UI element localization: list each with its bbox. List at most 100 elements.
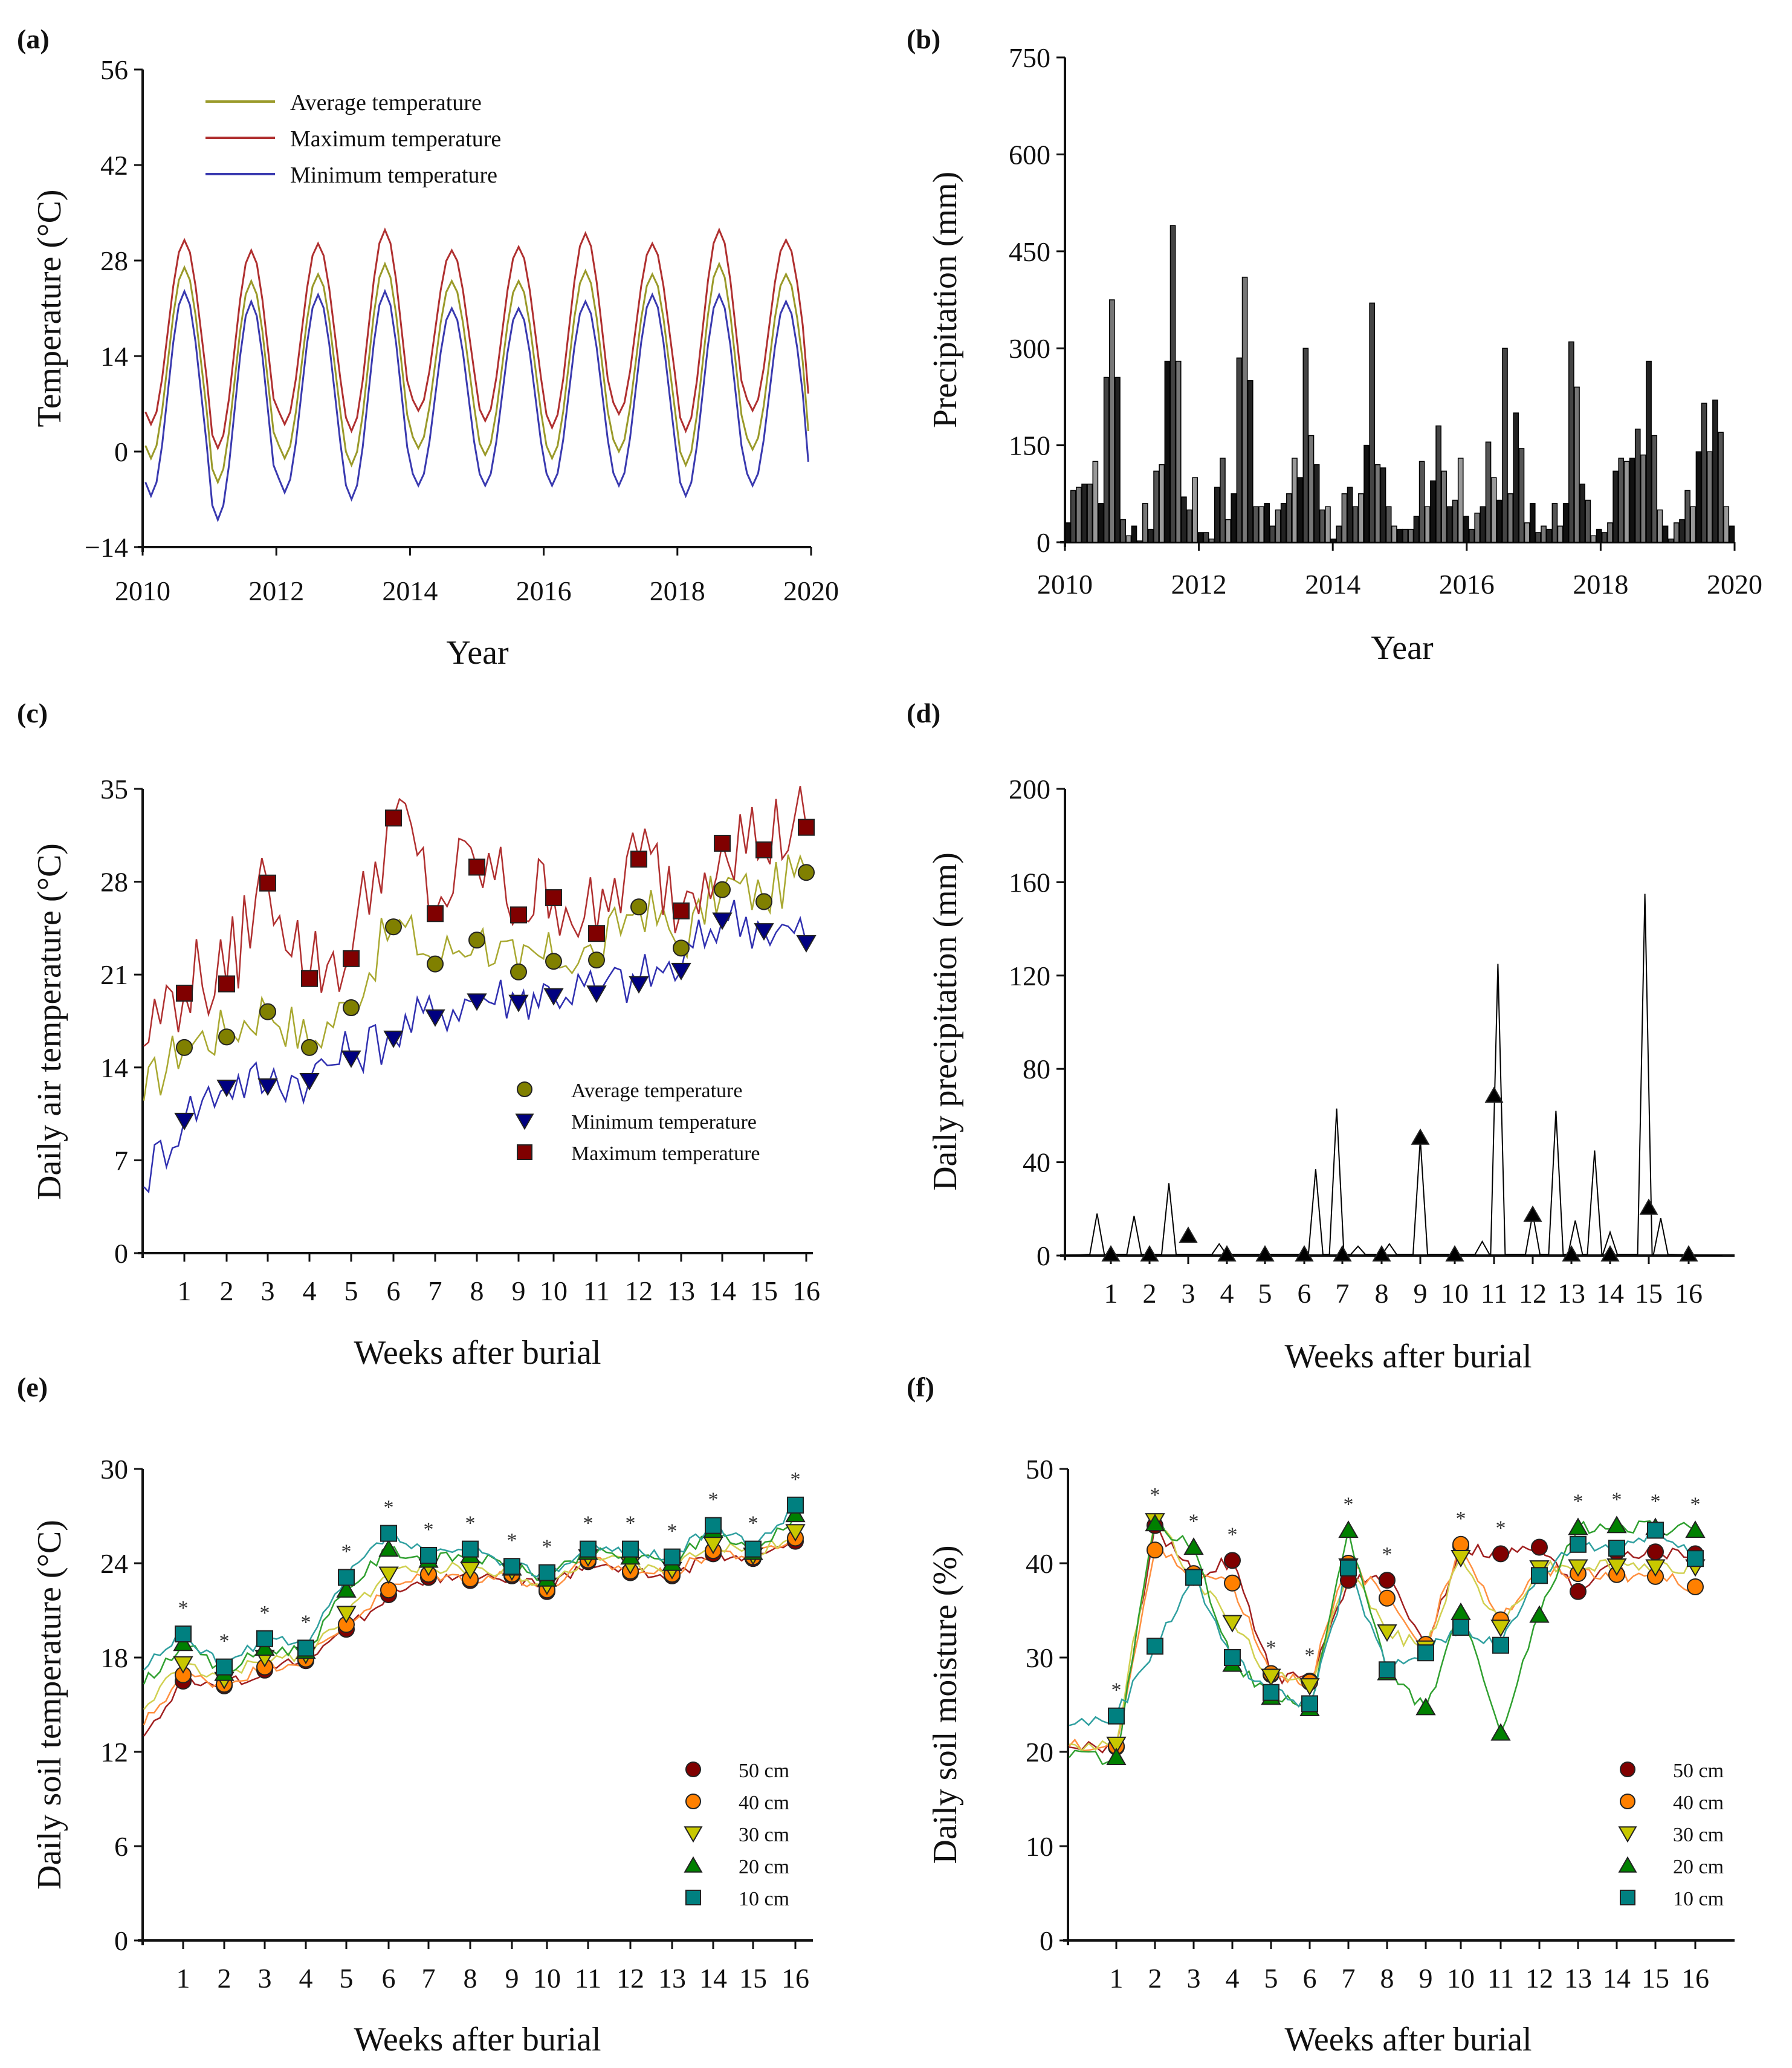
bar [1120, 519, 1126, 543]
bar [1380, 467, 1386, 543]
data-point [299, 1073, 320, 1091]
bar [1225, 519, 1231, 543]
data-point [503, 1558, 520, 1575]
bar [1418, 461, 1425, 543]
legend-marker [685, 1890, 701, 1905]
data-point [673, 902, 690, 919]
bar [1452, 499, 1458, 543]
bar [1292, 458, 1298, 543]
x-tick-label: 8 [464, 1963, 477, 1994]
y-tick-label: 24 [100, 1548, 128, 1579]
data-point [787, 1496, 804, 1514]
data-point [1299, 1678, 1320, 1696]
x-tick-label: 7 [1336, 1278, 1350, 1309]
bar [1148, 528, 1154, 543]
bar [1463, 516, 1469, 543]
bar [1667, 538, 1674, 543]
data-point [1529, 1605, 1550, 1623]
data-point [1452, 1535, 1469, 1553]
data-point [1147, 1541, 1163, 1559]
legend-label: Maximum temperature [571, 1143, 760, 1165]
y-tick-label: −14 [85, 532, 128, 563]
data-point [420, 1547, 437, 1564]
data-point [378, 1566, 399, 1584]
bar [1457, 458, 1464, 543]
data-point [1451, 1602, 1471, 1620]
y-tick-label: 56 [100, 54, 128, 85]
x-tick-label: 2014 [382, 575, 438, 606]
y-tick-label: 21 [100, 959, 128, 990]
x-tick-label: 10 [540, 1275, 568, 1306]
significance-star: * [1690, 1493, 1701, 1515]
data-point [1679, 1245, 1698, 1262]
bar [1502, 348, 1508, 543]
bar [1341, 493, 1348, 543]
bar [1374, 464, 1381, 543]
significance-star: * [1150, 1484, 1160, 1506]
data-point [259, 874, 276, 892]
bar [1408, 528, 1414, 543]
x-tick-label: 1 [178, 1275, 192, 1306]
ylabel-c: Daily air temperature (°C) [31, 843, 68, 1200]
bar [1336, 525, 1342, 543]
data-point [539, 1564, 555, 1581]
significance-star: * [178, 1597, 189, 1619]
xlabel-a: Year [446, 634, 509, 672]
data-point [755, 841, 772, 858]
data-point [218, 1028, 235, 1046]
data-point [468, 932, 485, 949]
data-point [1492, 1636, 1509, 1654]
bar [1186, 509, 1192, 543]
bar [1169, 225, 1176, 543]
x-tick-label: 13 [1564, 1963, 1592, 1994]
data-point [1531, 1567, 1548, 1584]
ylabel-e: Daily soil temperature (°C) [31, 1520, 68, 1890]
x-tick-label: 2 [1148, 1963, 1162, 1994]
x-tick-label: 3 [1182, 1278, 1195, 1309]
significance-star: * [1456, 1508, 1466, 1530]
x-tick-label: 12 [1525, 1963, 1553, 1994]
y-tick-label: 50 [1026, 1454, 1053, 1485]
data-point [754, 923, 774, 941]
legend-label: 10 cm [1673, 1888, 1724, 1910]
bar [1197, 532, 1204, 543]
legend-marker [1620, 1890, 1635, 1905]
x-tick-label: 14 [708, 1275, 736, 1306]
bar [1363, 444, 1370, 543]
data-point [798, 818, 815, 836]
bar [1214, 487, 1220, 543]
ylabel-a: Temperature (°C) [31, 189, 68, 427]
x-tick-label: 2020 [783, 575, 839, 606]
significance-star: * [341, 1540, 352, 1563]
x-tick-label: 7 [1342, 1963, 1356, 1994]
bar [1618, 458, 1625, 543]
ylabel-b: Precipitation (mm) [927, 172, 964, 429]
data-point [1333, 1245, 1352, 1262]
x-tick-label: 1 [1104, 1278, 1118, 1309]
data-point [1445, 1245, 1464, 1262]
y-tick-label: 40 [1023, 1147, 1050, 1178]
significance-star: * [260, 1602, 270, 1624]
x-tick-label: 6 [1298, 1278, 1312, 1309]
bar [1397, 528, 1403, 543]
data-point [586, 985, 607, 1003]
x-tick-label: 13 [658, 1963, 686, 1994]
legend-label: Minimum temperature [571, 1111, 757, 1133]
data-point [257, 1078, 278, 1096]
data-point [1224, 1649, 1241, 1666]
significance-star: * [1651, 1491, 1661, 1513]
x-tick-label: 2016 [516, 575, 572, 606]
data-point [1606, 1515, 1627, 1534]
x-tick-label: 11 [1481, 1278, 1507, 1309]
data-point [254, 1638, 275, 1656]
bar [1070, 490, 1076, 543]
bar [1718, 432, 1724, 543]
panel-label-c: (c) [17, 698, 48, 728]
x-tick-label: 7 [429, 1275, 442, 1306]
data-point [1484, 1086, 1504, 1103]
data-point [176, 1039, 193, 1056]
y-tick-label: 10 [1026, 1831, 1053, 1862]
data-point [1608, 1540, 1625, 1557]
x-tick-label: 1 [176, 1963, 190, 1994]
